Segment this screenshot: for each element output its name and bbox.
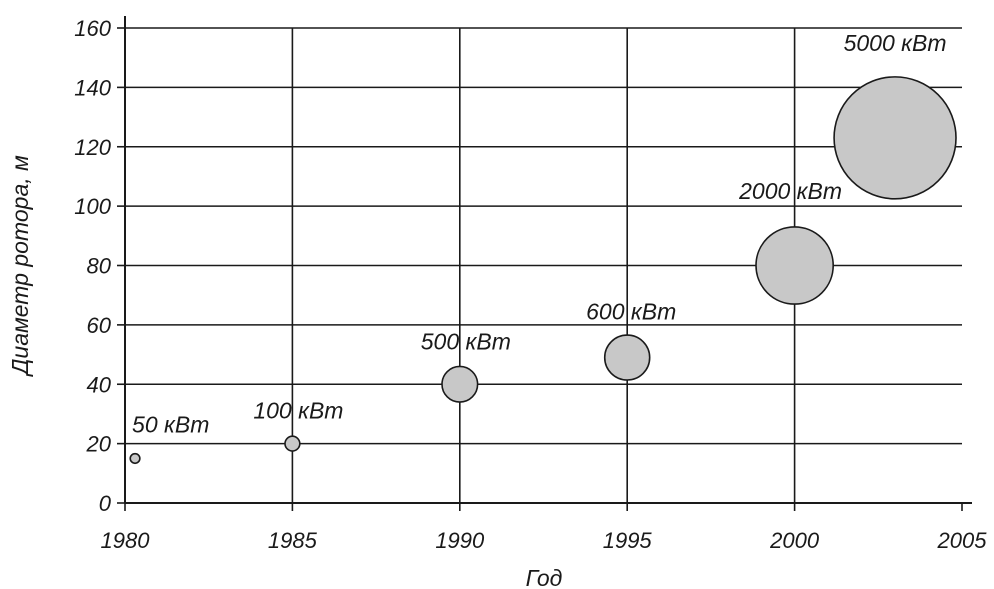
x-tick-label: 1980 [101,528,151,553]
x-tick-label: 1985 [268,528,318,553]
x-axis-title: Год [526,565,563,589]
x-tick-label: 1995 [603,528,653,553]
y-tick-label: 80 [87,254,112,279]
x-tick-label: 2000 [769,528,820,553]
y-tick-label: 160 [74,16,111,41]
bubble [755,226,834,305]
bubble [603,334,651,381]
bubble-label: 2000 кВт [738,178,842,204]
bubble [284,435,301,452]
grid [125,27,962,503]
bubble [129,452,141,465]
y-tick-label: 60 [87,313,112,338]
x-tick-label: 1990 [435,528,485,553]
bubble-label: 100 кВт [253,398,343,424]
bubble [441,365,479,403]
bubble-label: 600 кВт [586,299,676,325]
x-tick-label: 2005 [937,528,988,553]
x-axis-ticks: 1980 1985 1990 1995 2000 2005 [101,503,988,553]
axes [124,16,972,504]
y-axis-ticks: 0 20 40 60 80 100 120 140 160 [74,16,125,516]
y-tick-label: 100 [74,194,111,219]
bubble-label: 50 кВт [132,411,209,437]
y-tick-label: 20 [86,432,112,457]
y-tick-label: 140 [74,75,111,100]
bubble-labels: 50 кВт 100 кВт 500 кВт 600 кВт 2000 кВт 5000 … [132,30,946,438]
bubble [833,76,957,200]
y-axis-title: Диаметр ротора, м [7,155,33,378]
y-tick-label: 120 [74,135,111,160]
bubbles [129,76,957,465]
y-tick-label: 40 [87,372,112,397]
y-tick-label: 0 [99,491,112,516]
bubble-label: 5000 кВт [844,30,947,56]
bubble-label: 500 кВт [421,328,511,354]
